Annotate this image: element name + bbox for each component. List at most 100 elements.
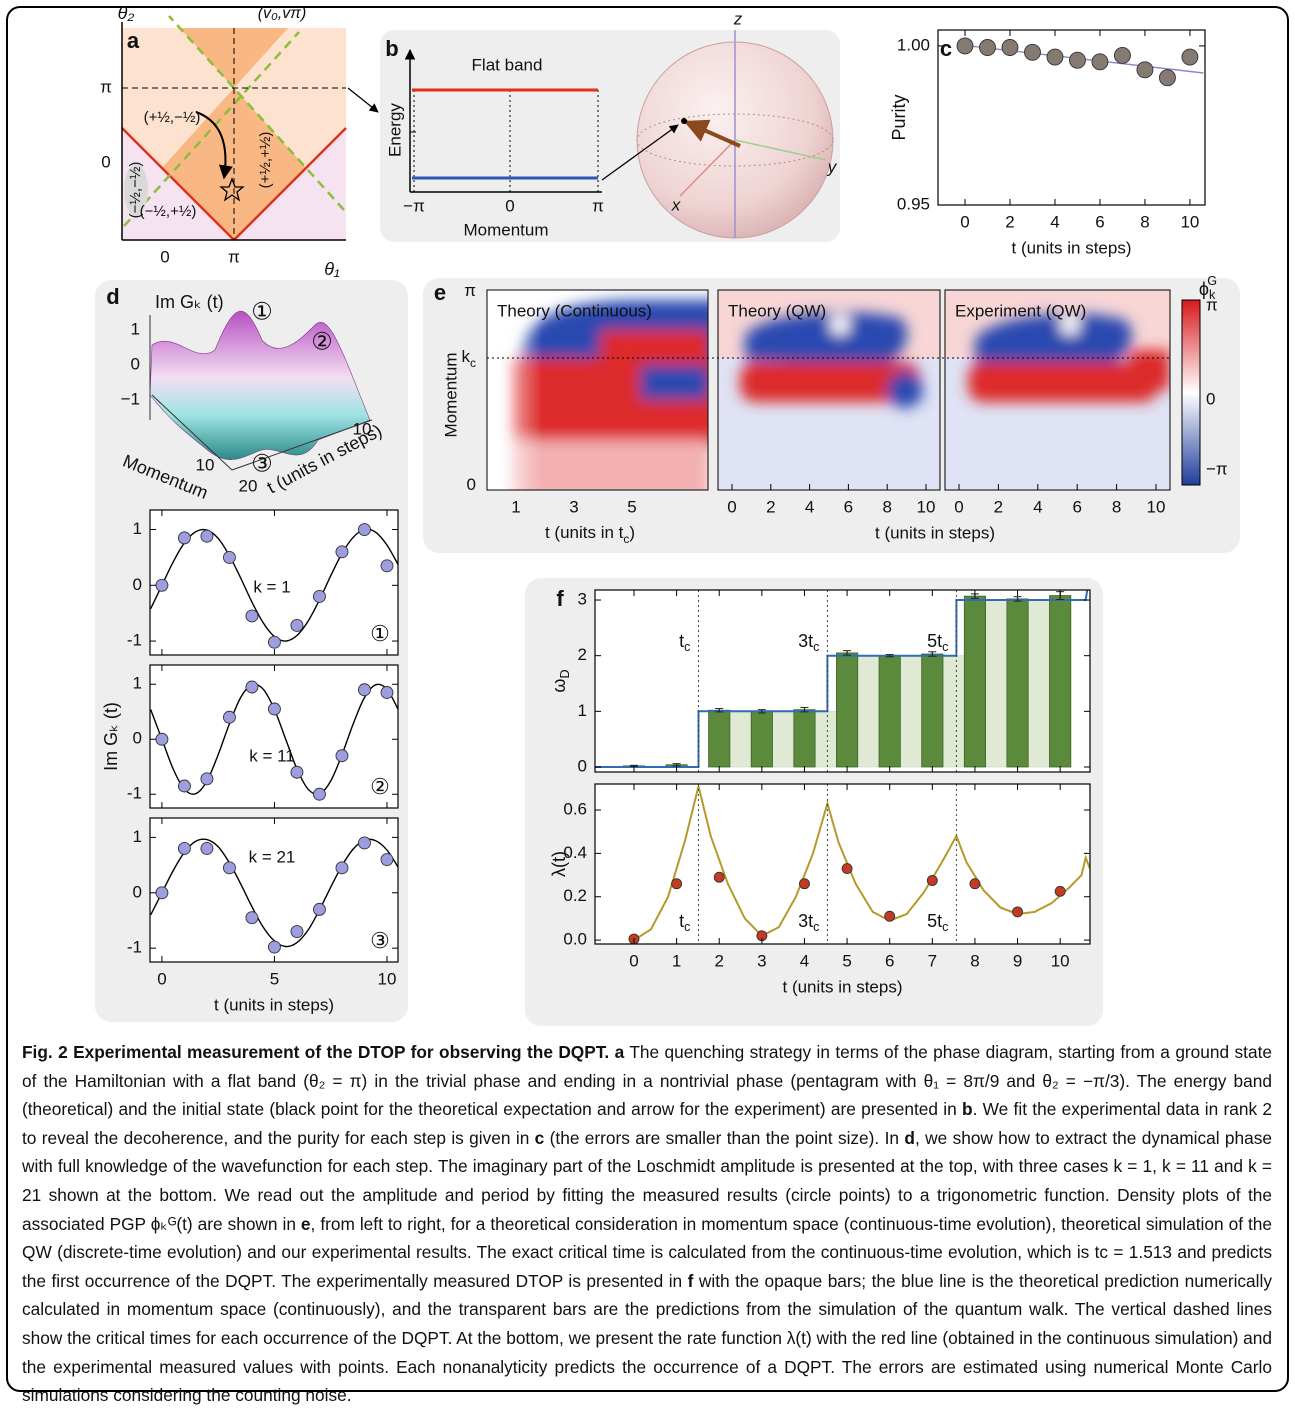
label: 2: [994, 497, 1003, 516]
band-plot: [404, 30, 834, 239]
label: 0: [727, 497, 736, 516]
region-oval: [124, 164, 148, 216]
density-experiment: [945, 290, 1170, 490]
label-part: 5t: [927, 631, 942, 651]
label: a: [127, 28, 140, 53]
heat-blobs: [968, 313, 1170, 402]
point: [200, 529, 214, 543]
point: [380, 559, 394, 573]
y-tick-label: -1: [127, 938, 142, 957]
x-tick-label: 2: [1005, 212, 1014, 231]
point: [313, 787, 326, 801]
label: −π: [403, 196, 425, 215]
point: [222, 710, 236, 724]
point: [177, 842, 191, 855]
point: [979, 39, 996, 56]
label: θ₁: [324, 259, 340, 279]
qw-bar: [857, 655, 880, 768]
point: [335, 545, 349, 559]
label: Flat band: [472, 55, 543, 74]
point: [200, 842, 214, 855]
density-continuous: [487, 290, 708, 490]
caption-text: , we show how to extract the dynamical p…: [22, 1127, 1272, 1234]
y-axis-label: λ(t): [549, 851, 569, 877]
y-tick-label: -1: [127, 631, 142, 650]
x-tick-label: 8: [1140, 212, 1149, 231]
label-part: c: [942, 920, 948, 934]
label: y: [827, 157, 838, 176]
chart: [594, 783, 1091, 945]
label: d: [106, 284, 119, 309]
point: [358, 683, 371, 697]
caption-bold: c: [534, 1127, 545, 1148]
label: x: [671, 195, 681, 214]
surface: [149, 310, 371, 460]
bar: [878, 655, 901, 768]
figure-frame: [6, 6, 1289, 1392]
label-part: t: [679, 911, 684, 931]
point: [380, 853, 394, 866]
qw-bar: [772, 711, 795, 768]
bar: [836, 652, 859, 768]
chart: [149, 817, 399, 963]
x-tick-label: 2: [714, 951, 723, 970]
y-tick-label: 0: [578, 756, 587, 775]
caption-bold: e: [300, 1213, 311, 1234]
bar: [921, 653, 944, 768]
phase-diagram: [121, 15, 379, 241]
figure: a θ₂ θ₁ (v₀,vπ) π 0 0 π (+½,−½) (−½,−½) (+½,+½) (−½…: [95, 3, 1240, 1026]
label: 3tc: [798, 911, 819, 935]
label: t (units in steps): [875, 523, 995, 542]
label: t (units in tc): [545, 523, 635, 546]
y-tick-label: 1: [133, 519, 142, 538]
case-marker: ②: [370, 774, 390, 799]
y-tick-label: 3: [578, 590, 587, 609]
label-part: c: [684, 920, 690, 934]
label: Energy: [385, 103, 404, 157]
qw-bar: [985, 599, 1008, 768]
case-marker: ①: [370, 621, 390, 646]
label-part: ϕ: [1199, 279, 1209, 299]
star: [219, 177, 245, 202]
label: 4: [1033, 497, 1042, 516]
point: [799, 878, 810, 890]
plot-bg: [150, 818, 398, 962]
label-part: 0: [467, 475, 476, 494]
point: [222, 861, 236, 875]
point: [335, 861, 349, 875]
point: [969, 878, 981, 890]
point: [1113, 47, 1131, 64]
x-tick-label: 10: [1051, 951, 1070, 970]
label-part: ω: [549, 679, 569, 693]
y-tick-label: 0: [133, 882, 142, 901]
y-tick-label: 1: [578, 701, 587, 720]
label-part: c: [623, 532, 629, 546]
point: [1158, 69, 1176, 87]
point: [671, 878, 683, 890]
y-tick-label: 0.4: [563, 843, 587, 862]
y-axis-label: ωD: [549, 669, 573, 692]
heat-fade: [487, 290, 708, 490]
label: (v₀,vπ): [258, 5, 307, 22]
y-tick-label: 1: [133, 827, 142, 846]
plot-frame: [594, 589, 1091, 773]
label-part: k: [462, 347, 471, 366]
x-tick-label: 4: [1050, 212, 1059, 231]
label: 0: [954, 497, 963, 516]
annotation: k = 11: [249, 746, 295, 765]
point: [1012, 906, 1024, 918]
annotation: k = 21: [249, 847, 296, 866]
point: [335, 749, 349, 763]
point: [290, 925, 304, 938]
bar: [963, 595, 986, 768]
plot-area: [150, 818, 398, 962]
qw-bar: [1027, 599, 1050, 768]
label: θ₂: [118, 3, 135, 23]
x-axis-label: t (units in steps): [1012, 238, 1132, 257]
point: [1069, 51, 1086, 69]
label: tc: [679, 911, 690, 935]
region-pink: [122, 128, 346, 240]
caption-text: , from left to right, for a theoretical …: [22, 1213, 1272, 1291]
label: −π: [1206, 459, 1228, 478]
y-tick-label: -1: [127, 784, 142, 803]
